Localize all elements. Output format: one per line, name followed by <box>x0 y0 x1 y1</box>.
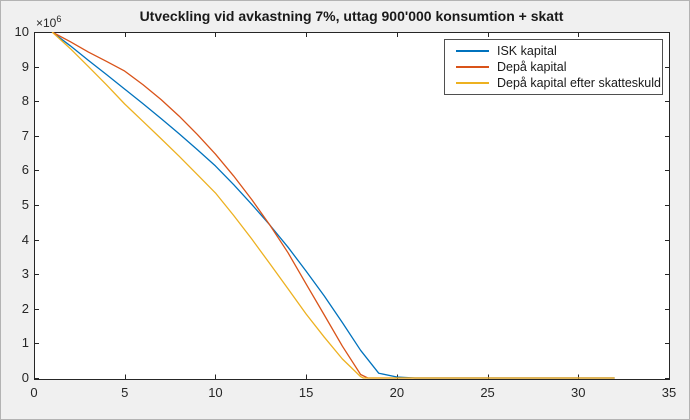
x-tick-label-5: 5 <box>121 385 129 400</box>
x-tick-label-35: 35 <box>661 385 677 400</box>
series-line-dep-kapital-efter-skatteskuld <box>51 32 615 379</box>
chart-title: Utveckling vid avkastning 7%, uttag 900'… <box>139 8 564 24</box>
y-tick-label-9: 9 <box>21 58 29 74</box>
y-tick-label-6: 6 <box>21 162 29 178</box>
x-tick-label-20: 20 <box>389 385 405 400</box>
y-tick-label-4: 4 <box>21 231 29 247</box>
y-tick-label-2: 2 <box>21 300 29 316</box>
y-tick-label-8: 8 <box>21 93 29 109</box>
y-tick-label-1: 1 <box>21 335 29 351</box>
legend-label: Depå kapital efter skatteskuld <box>497 76 661 90</box>
x-tick-label-10: 10 <box>208 385 223 400</box>
legend-row: Depå kapital <box>456 59 662 75</box>
y-axis-multiplier: ×106 <box>36 14 61 30</box>
y-tick-label-3: 3 <box>21 266 29 282</box>
x-tick-label-0: 0 <box>30 385 38 400</box>
legend-row: ISK kapital <box>456 43 662 59</box>
y-axis-multiplier-base: ×10 <box>36 16 57 30</box>
x-tick-label-25: 25 <box>480 385 495 400</box>
y-axis-multiplier-exponent: 6 <box>56 14 62 24</box>
legend-label: Depå kapital <box>497 60 567 74</box>
x-tick-label-30: 30 <box>571 385 586 400</box>
y-tick-label-10: 10 <box>14 24 29 39</box>
x-tick-label-15: 15 <box>298 385 314 400</box>
legend: ISK kapital Depå kapital Depå kapital efte… <box>444 39 663 95</box>
legend-label: ISK kapital <box>497 44 557 58</box>
legend-row: Depå kapital efter skatteskuld <box>456 75 662 91</box>
legend-line-sample <box>456 66 489 68</box>
y-tick-label-7: 7 <box>21 127 29 143</box>
y-tick-label-5: 5 <box>21 197 29 212</box>
y-tick-label-0: 0 <box>21 370 29 385</box>
legend-line-sample <box>456 82 489 84</box>
legend-line-sample <box>456 50 489 52</box>
